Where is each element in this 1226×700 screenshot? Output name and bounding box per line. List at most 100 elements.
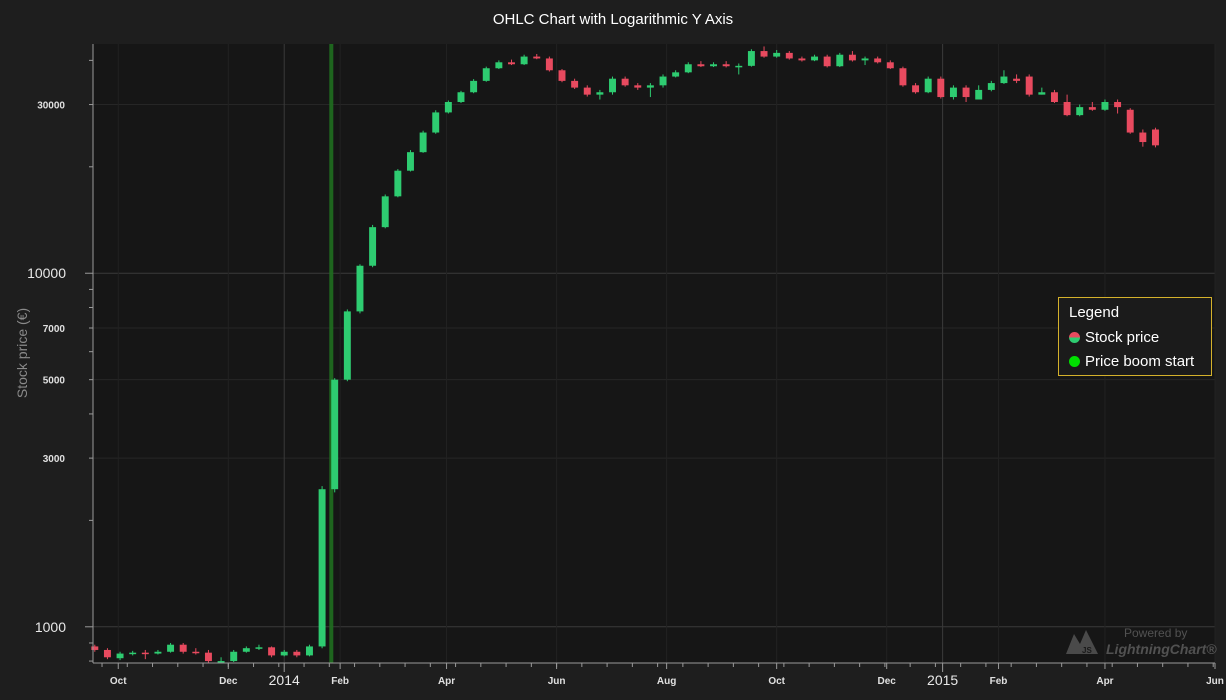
candle-body — [343, 311, 351, 380]
candle-body — [204, 652, 212, 662]
candle-body — [962, 87, 970, 98]
legend-title: Legend — [1069, 304, 1120, 321]
candle-body — [1114, 102, 1122, 108]
candle-body — [1152, 129, 1159, 146]
candle — [255, 644, 263, 650]
lightningchart-watermark: JS Powered by LightningChart® — [1064, 624, 1217, 660]
x-tick-label: Aug — [657, 676, 676, 687]
x-tick-label: Apr — [438, 676, 455, 687]
candle — [268, 646, 276, 658]
candle — [760, 46, 768, 58]
candle-body — [811, 56, 819, 61]
candle — [179, 642, 187, 654]
y-tick-label: 7000 — [43, 324, 66, 335]
candle-body — [255, 647, 263, 649]
candle — [495, 60, 503, 70]
candle-body — [293, 651, 301, 656]
candle — [154, 649, 162, 655]
legend-label: Price boom start — [1085, 352, 1195, 370]
y-tick-label: 3000 — [43, 454, 66, 465]
candle — [798, 56, 806, 62]
candle — [697, 61, 705, 68]
candle — [1126, 108, 1134, 134]
candle-body — [874, 58, 882, 63]
candle — [937, 76, 945, 99]
candle-body — [634, 85, 642, 88]
candle-body — [331, 379, 339, 490]
candle — [432, 110, 440, 134]
x-tick-label: 2014 — [269, 672, 300, 688]
x-tick-label: Jun — [548, 676, 566, 687]
candle — [659, 74, 667, 88]
candle — [1050, 89, 1058, 104]
candle — [609, 76, 616, 95]
candle-body — [1038, 92, 1046, 95]
candle — [949, 85, 957, 100]
candle — [962, 85, 970, 103]
candle-body — [1050, 92, 1058, 103]
candle — [596, 89, 604, 100]
candle — [1101, 99, 1109, 111]
candle — [558, 69, 566, 83]
candle — [545, 56, 553, 72]
candle-body — [1088, 107, 1096, 110]
candle-body — [747, 51, 755, 66]
candle — [1013, 74, 1021, 84]
legend: Legend Stock price Price boom start — [1058, 297, 1212, 376]
candle — [747, 49, 755, 67]
candle-body — [179, 644, 187, 652]
candle-body — [280, 651, 288, 656]
stock-price-swatch-icon — [1069, 331, 1080, 343]
candle-body — [710, 64, 717, 67]
candle — [1025, 74, 1033, 97]
candle-body — [91, 646, 99, 650]
candle-body — [1076, 107, 1084, 116]
y-tick-label: 30000 — [37, 101, 65, 112]
axes: 3000 5000 7000 30000 1000 10000 Oct Dec Feb Apr Ju… — [27, 44, 1224, 688]
candle — [1038, 87, 1046, 95]
candle — [167, 642, 175, 653]
candle — [646, 83, 654, 98]
candle-body — [470, 80, 478, 93]
legend-entry-price-boom-start[interactable]: Price boom start — [1069, 349, 1201, 373]
candle-body — [987, 83, 995, 90]
candle — [1063, 94, 1071, 117]
candle-body — [1063, 102, 1071, 116]
candle — [1152, 127, 1159, 148]
candle-body — [823, 56, 831, 67]
candle — [1139, 129, 1147, 147]
candle-body — [103, 649, 111, 658]
candle-body — [305, 646, 313, 656]
plot-background — [93, 44, 1215, 663]
candle — [305, 644, 313, 657]
candle-body — [116, 653, 124, 659]
candle — [470, 79, 478, 94]
candle-body — [356, 265, 364, 312]
candle — [1114, 99, 1122, 114]
candle — [103, 648, 111, 660]
candle-body — [407, 152, 414, 171]
y-tick-label: 1000 — [35, 619, 66, 635]
candle-body — [432, 112, 440, 133]
candle — [861, 56, 869, 66]
candle-body — [318, 489, 326, 647]
candle-body — [217, 661, 225, 663]
candle-body — [394, 170, 402, 197]
candle-body — [975, 89, 983, 100]
candle — [848, 51, 856, 62]
candle-body — [924, 78, 932, 93]
candle-body — [672, 72, 680, 77]
y-tick-label: 10000 — [27, 265, 66, 281]
candle — [457, 90, 465, 104]
candle — [520, 54, 528, 66]
legend-entry-stock-price[interactable]: Stock price — [1069, 325, 1201, 349]
candle-body — [268, 647, 276, 656]
x-tick-label: 2015 — [927, 672, 958, 688]
candle — [204, 649, 212, 663]
candle — [710, 62, 717, 68]
candle — [621, 76, 629, 87]
candle-body — [836, 54, 844, 67]
candle — [735, 63, 743, 75]
candle-body — [192, 651, 200, 654]
